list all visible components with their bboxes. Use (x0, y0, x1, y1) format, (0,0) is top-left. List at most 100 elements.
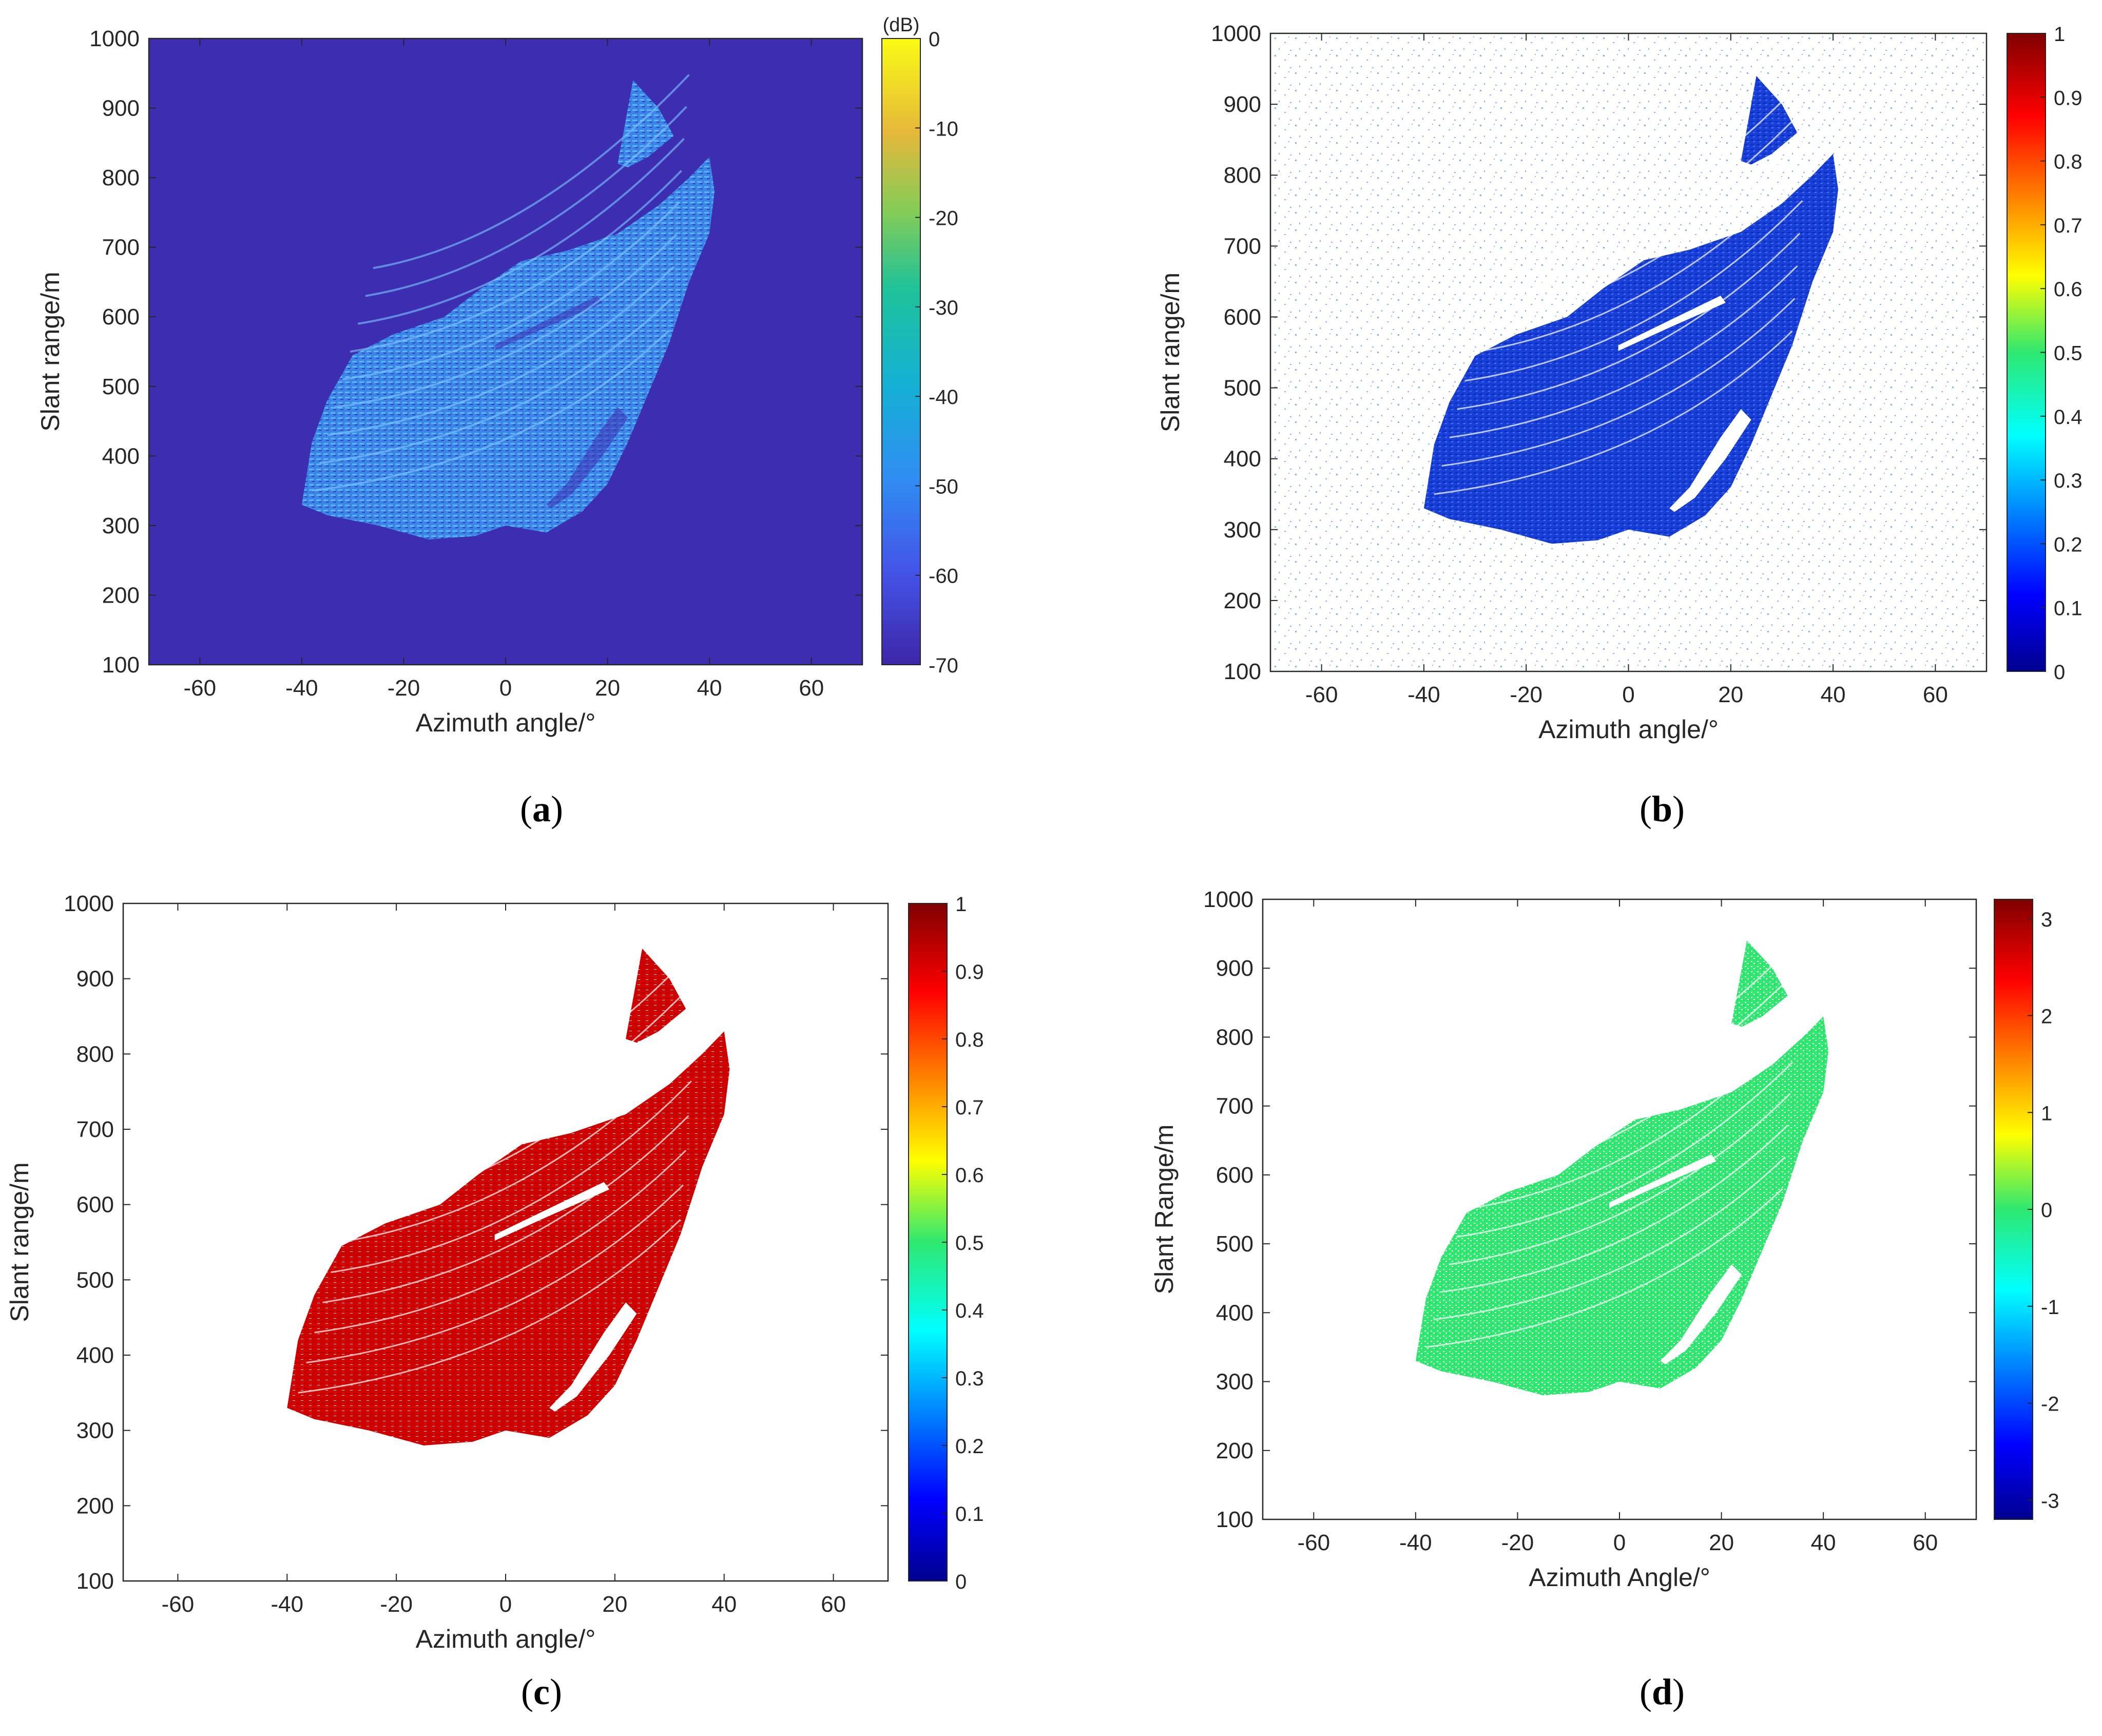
colorbar-tick-label: 0.9 (2054, 87, 2082, 109)
x-tick-label: 20 (602, 1592, 627, 1617)
panel-label-open: ( (1640, 1671, 1652, 1712)
colorbar-tick-label: 0.6 (955, 1164, 984, 1187)
panel-a: -60 -40 -20 0 20 40 60 100 200 300 400 500 600 700 800… (36, 14, 958, 830)
y-tick-label: 700 (76, 1117, 114, 1142)
y-tick-label: 700 (1216, 1094, 1254, 1119)
panel-label: (b) (1640, 788, 1685, 830)
x-tick-label: -60 (183, 676, 216, 701)
colorbar-tick-label: 1 (955, 893, 967, 916)
y-tick-label: 100 (1224, 659, 1261, 684)
y-axis-label: Slant range/m (1156, 273, 1185, 432)
echo-streak (1487, 934, 1804, 1128)
x-tick-label: 20 (595, 676, 620, 701)
y-tick-label: 1000 (1203, 887, 1254, 912)
colorbar-tick-label: 0.7 (2054, 215, 2082, 237)
y-tick-label: 1000 (64, 891, 114, 916)
y-tick-label: 200 (76, 1493, 114, 1518)
x-tick-label: -60 (1297, 1530, 1330, 1555)
echo-region (287, 1031, 730, 1445)
x-tick-label: -60 (162, 1592, 195, 1617)
echo-region (1415, 1016, 1829, 1396)
colorbar-tick-label: -1 (2041, 1296, 2059, 1319)
y-tick-label: 900 (1216, 956, 1254, 981)
panel-label-close: ) (551, 788, 563, 830)
colorbar-tick-label: 0.4 (955, 1300, 984, 1322)
panel-label-letter: b (1652, 788, 1672, 830)
y-tick-label: 400 (76, 1343, 114, 1368)
colorbar-tick-label: 0 (2041, 1199, 2052, 1222)
x-tick-label: 60 (1913, 1530, 1938, 1555)
echo-region-top (626, 949, 686, 1043)
echo-gap (1609, 1154, 1717, 1208)
echo-streak (342, 202, 680, 381)
panel-label: (d) (1640, 1671, 1685, 1712)
colorbar: -3 -2 -1 0 1 2 3 (1994, 899, 2059, 1520)
y-tick-label: 800 (76, 1041, 114, 1067)
echo-streak (1472, 167, 1806, 353)
x-tick-label: -40 (285, 676, 318, 701)
echo-gap (1660, 1264, 1742, 1364)
colorbar: 0 0.1 0.2 0.3 0.4 0.5 0.6 0.7 0.8 0.9 1 (908, 893, 984, 1593)
echo-gap (494, 1182, 610, 1241)
echo-streak (319, 298, 672, 464)
colorbar-gradient (908, 903, 948, 1581)
x-tick-label: 40 (697, 676, 722, 701)
echo-gap (1618, 296, 1726, 351)
echo-streak (1457, 233, 1801, 410)
echo-streak (306, 1184, 684, 1364)
colorbar: 0 -10 -20 -30 -40 -50 -60 -70 (dB) (881, 14, 958, 677)
y-tick-label: 800 (1224, 163, 1261, 188)
echo-streak (327, 266, 675, 436)
y-tick-label: 900 (102, 96, 140, 121)
x-tick-label: 60 (799, 676, 824, 701)
y-tick-label: 600 (1216, 1163, 1254, 1188)
colorbar-tick-label: 0.1 (955, 1503, 984, 1526)
y-tick-label: 300 (1224, 517, 1261, 543)
echo-streak (1488, 102, 1811, 297)
x-axis-label: Azimuth Angle/° (1529, 1563, 1710, 1592)
colorbar-tick-label: -40 (929, 386, 958, 409)
colorbar-tick-label: 0.2 (2054, 533, 2082, 556)
colorbar-tick-label: 0.5 (955, 1232, 984, 1255)
echo-gap (1669, 409, 1751, 512)
echo-streak (1456, 1061, 1794, 1238)
echo-streak (339, 1046, 695, 1243)
y-axis-label: Slant range/m (36, 272, 65, 431)
x-tick-label: -40 (1407, 682, 1440, 707)
colorbar-tick-label: 0 (929, 28, 940, 51)
echo-streak (1434, 330, 1793, 495)
colorbar-tick-label: -20 (929, 207, 958, 230)
x-tick-label: -40 (1399, 1530, 1432, 1555)
colorbar-tick-label: 0.4 (2054, 406, 2082, 429)
y-tick-label: 300 (76, 1418, 114, 1443)
x-axis-label: Azimuth angle/° (416, 1625, 596, 1653)
echo-region-top (1731, 940, 1788, 1027)
colorbar-tick-label: -60 (929, 565, 958, 588)
colorbar-tick-label: 1 (2041, 1102, 2052, 1125)
colorbar-tick-label: 0 (2054, 661, 2065, 684)
panel-c: -60 -40 -20 0 20 40 60 100 200 300 400 500 600 700 800… (5, 891, 984, 1712)
echo-streak (1471, 998, 1799, 1183)
colorbar-tick-label: 0.6 (2054, 278, 2082, 301)
x-tick-label: -20 (380, 1592, 413, 1617)
echo-streak (1441, 298, 1796, 467)
echo-streak (1479, 966, 1801, 1155)
colorbar-tick-label: 1 (2054, 23, 2065, 46)
echo-region (301, 157, 715, 539)
y-tick-label: 500 (1216, 1231, 1254, 1257)
echo-gap (495, 296, 603, 351)
echo-streak (1449, 265, 1798, 438)
x-tick-label: 20 (1709, 1530, 1734, 1555)
colorbar-tick-label: 0.3 (2054, 470, 2082, 492)
panel-label-close: ) (1672, 788, 1685, 830)
colorbar-tick-label: -30 (929, 297, 958, 319)
y-tick-label: 600 (76, 1192, 114, 1218)
x-tick-label: 20 (1718, 682, 1743, 707)
colorbar-gradient (2007, 33, 2046, 672)
y-tick-label: 900 (76, 967, 114, 992)
y-tick-label: 200 (1216, 1438, 1254, 1463)
colorbar-tick-label: 0.5 (2054, 342, 2082, 365)
y-tick-label: 100 (1216, 1507, 1254, 1532)
panel-d: -60 -40 -20 0 20 40 60100200300400500600700800… (1150, 887, 2059, 1712)
